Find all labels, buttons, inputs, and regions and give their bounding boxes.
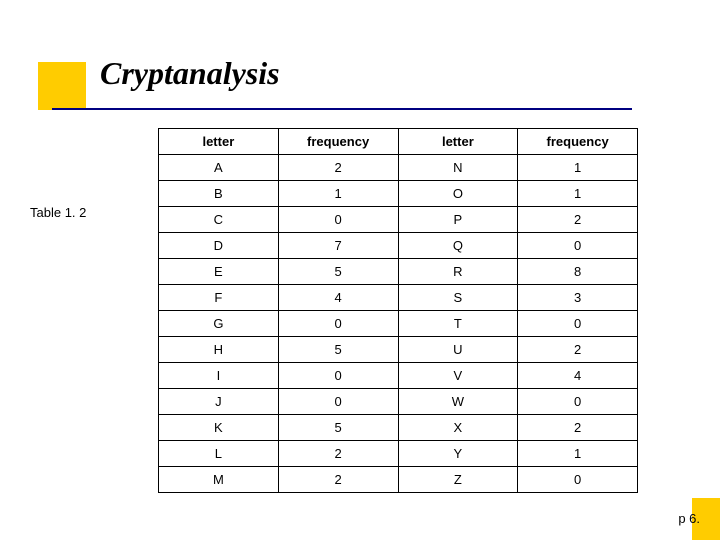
table-cell: 0 [518, 389, 638, 415]
table-cell: 5 [278, 415, 398, 441]
table-cell: 2 [518, 207, 638, 233]
table-cell: U [398, 337, 518, 363]
table-cell: Z [398, 467, 518, 493]
table-cell: I [159, 363, 279, 389]
table-row: M2Z0 [159, 467, 638, 493]
table-cell: 1 [518, 441, 638, 467]
table-cell: P [398, 207, 518, 233]
table-cell: M [159, 467, 279, 493]
table-cell: D [159, 233, 279, 259]
table-cell: E [159, 259, 279, 285]
table-cell: N [398, 155, 518, 181]
table-row: B1O1 [159, 181, 638, 207]
table-cell: J [159, 389, 279, 415]
table-cell: S [398, 285, 518, 311]
table-cell: R [398, 259, 518, 285]
table-cell: Q [398, 233, 518, 259]
table-cell: 1 [518, 155, 638, 181]
table-cell: B [159, 181, 279, 207]
table-row: I0V4 [159, 363, 638, 389]
table-cell: O [398, 181, 518, 207]
table-row: H5U2 [159, 337, 638, 363]
table-cell: 3 [518, 285, 638, 311]
table-cell: 0 [518, 311, 638, 337]
table-cell: F [159, 285, 279, 311]
table-cell: 5 [278, 337, 398, 363]
table-body: A2N1B1O1C0P2D7Q0E5R8F4S3G0T0H5U2I0V4J0W0… [159, 155, 638, 493]
table-cell: K [159, 415, 279, 441]
table-cell: H [159, 337, 279, 363]
table-cell: 0 [278, 363, 398, 389]
slide-title: Cryptanalysis [100, 55, 280, 92]
table-cell: 4 [278, 285, 398, 311]
table-row: C0P2 [159, 207, 638, 233]
table-cell: 0 [278, 207, 398, 233]
col-header: frequency [278, 129, 398, 155]
table-cell: 2 [518, 415, 638, 441]
col-header: frequency [518, 129, 638, 155]
col-header: letter [398, 129, 518, 155]
table-cell: 2 [278, 467, 398, 493]
table-row: J0W0 [159, 389, 638, 415]
table-cell: 0 [278, 389, 398, 415]
table-cell: 1 [518, 181, 638, 207]
table-header-row: letter frequency letter frequency [159, 129, 638, 155]
table-row: E5R8 [159, 259, 638, 285]
table-cell: T [398, 311, 518, 337]
table-row: G0T0 [159, 311, 638, 337]
table-cell: 0 [518, 467, 638, 493]
table-row: D7Q0 [159, 233, 638, 259]
table-cell: V [398, 363, 518, 389]
table-caption: Table 1. 2 [30, 205, 86, 220]
table-cell: 2 [278, 441, 398, 467]
frequency-table: letter frequency letter frequency A2N1B1… [158, 128, 638, 493]
table-row: A2N1 [159, 155, 638, 181]
table-cell: L [159, 441, 279, 467]
table-cell: 1 [278, 181, 398, 207]
table-cell: G [159, 311, 279, 337]
table-cell: W [398, 389, 518, 415]
table-cell: 2 [278, 155, 398, 181]
col-header: letter [159, 129, 279, 155]
table-cell: X [398, 415, 518, 441]
table-row: F4S3 [159, 285, 638, 311]
table-cell: Y [398, 441, 518, 467]
table-cell: 0 [518, 233, 638, 259]
page-number: p 6. [678, 511, 700, 526]
accent-square [38, 62, 86, 110]
table-cell: 7 [278, 233, 398, 259]
table-row: K5X2 [159, 415, 638, 441]
table-cell: 0 [278, 311, 398, 337]
table-cell: 5 [278, 259, 398, 285]
table-cell: A [159, 155, 279, 181]
table-cell: 8 [518, 259, 638, 285]
table-row: L2Y1 [159, 441, 638, 467]
table-cell: 2 [518, 337, 638, 363]
title-underline [52, 108, 632, 110]
table-cell: C [159, 207, 279, 233]
table-cell: 4 [518, 363, 638, 389]
